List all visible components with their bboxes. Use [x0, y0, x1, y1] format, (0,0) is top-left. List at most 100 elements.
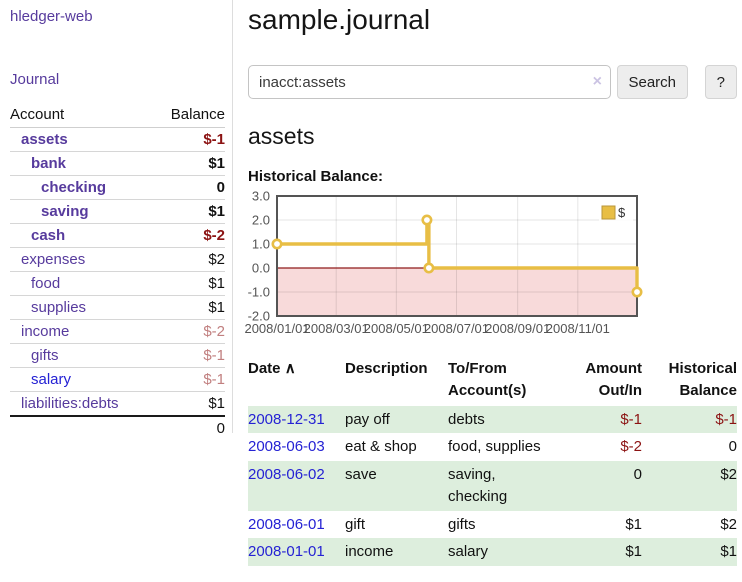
- transaction-date-link[interactable]: 2008-06-02: [248, 466, 325, 483]
- account-link[interactable]: cash: [31, 227, 66, 244]
- transaction-balance: $2: [720, 515, 737, 533]
- transaction-date-link[interactable]: 2008-12-31: [248, 410, 325, 428]
- account-balance: 0: [216, 179, 225, 196]
- account-link[interactable]: assets: [21, 131, 68, 148]
- col-accounts: To/From Account(s): [448, 360, 527, 399]
- account-link[interactable]: checking: [41, 179, 107, 196]
- y-axis-tick-label: -2.0: [248, 309, 270, 324]
- account-row: supplies $1: [10, 295, 225, 320]
- historical-balance-label: Historical Balance:: [248, 168, 384, 185]
- transaction-accounts: saving, checking: [448, 466, 508, 505]
- sort-asc-icon: ∧: [284, 360, 296, 377]
- account-row: bank $1: [10, 151, 225, 176]
- x-axis-tick-label: 2008/09/01: [485, 321, 550, 336]
- search-input[interactable]: [248, 65, 611, 99]
- transaction-description: gift: [345, 515, 366, 533]
- x-axis-tick-label: 2008/05/01: [364, 321, 429, 336]
- help-button[interactable]: ?: [704, 65, 737, 99]
- account-row: expenses $2: [10, 247, 225, 272]
- account-row: salary $-1: [10, 367, 225, 392]
- transaction-row: 2008-12-31 pay off debts $-1 $-1: [248, 405, 737, 434]
- search-input-wrap: ×: [248, 65, 611, 99]
- y-axis-tick-label: 0.0: [252, 261, 270, 276]
- account-row: assets $-1: [10, 128, 225, 152]
- x-axis-tick-label: 2008/11/01: [546, 321, 610, 336]
- account-row: food $1: [10, 271, 225, 296]
- accounts-col-balance: Balance: [170, 106, 225, 123]
- account-balance: $-1: [203, 131, 225, 148]
- sidebar: hledger-web Journal Account Balance asse…: [0, 0, 233, 437]
- transaction-amount: $1: [625, 515, 642, 533]
- col-balance: Historical Balance: [668, 360, 737, 399]
- transaction-amount: $-2: [620, 438, 642, 456]
- accounts-total-value: 0: [216, 419, 225, 437]
- account-balance: $-2: [203, 323, 225, 340]
- transaction-balance: 0: [728, 438, 737, 456]
- account-link[interactable]: gifts: [31, 347, 59, 364]
- account-link[interactable]: liabilities:debts: [21, 394, 119, 412]
- chart-legend: $: [599, 202, 633, 224]
- search-button[interactable]: Search: [617, 65, 688, 99]
- transactions-body: 2008-12-31 pay off debts $-1 $-1 2008-06-03 ea…: [248, 405, 737, 566]
- transaction-accounts: debts: [448, 410, 485, 428]
- accounts-body: assets $-1 bank $1 checking 0 saving $1 cash $-2 e…: [10, 128, 225, 440]
- transaction-amount: 0: [633, 466, 642, 483]
- balance-chart: $3.0 2.0 1.0 0.0 -1.0 -2.0 2008/01/01 2008/03/0…: [244, 189, 737, 341]
- account-link[interactable]: expenses: [21, 251, 86, 268]
- transaction-description: income: [345, 543, 394, 561]
- app-title-link[interactable]: hledger-web: [10, 8, 93, 25]
- transaction-description: eat & shop: [345, 438, 417, 456]
- search-form: × Search ?: [248, 65, 737, 99]
- transaction-description: save: [345, 466, 377, 483]
- transaction-accounts: gifts: [448, 515, 476, 533]
- y-axis-tick-label: 2.0: [252, 213, 270, 228]
- clear-search-icon[interactable]: ×: [592, 73, 602, 90]
- account-balance: $1: [208, 275, 225, 292]
- y-axis-tick-label: 3.0: [252, 189, 270, 204]
- transaction-row: 2008-06-01 gift gifts $1 $2: [248, 511, 737, 539]
- col-date-sort[interactable]: Date ∧: [248, 360, 296, 377]
- transaction-accounts: salary: [448, 543, 489, 561]
- account-row: checking 0: [10, 175, 225, 200]
- account-link[interactable]: saving: [41, 203, 89, 220]
- account-balance: $-1: [203, 347, 225, 364]
- y-axis-tick-label: 1.0: [252, 237, 270, 252]
- transaction-balance: $1: [720, 543, 737, 561]
- account-balance: $1: [208, 155, 225, 172]
- account-balance: $-1: [203, 371, 225, 388]
- transaction-amount: $-1: [620, 410, 642, 428]
- account-link[interactable]: supplies: [31, 299, 87, 316]
- x-axis-tick-label: 2008/07/01: [424, 321, 489, 336]
- account-balance: $1: [208, 299, 225, 316]
- transaction-date-link[interactable]: 2008-01-01: [248, 543, 325, 561]
- transaction-balance: $2: [720, 466, 737, 483]
- accounts-table: Account Balance assets $-1 bank $1 checking 0…: [10, 104, 225, 440]
- account-balance: $2: [208, 251, 225, 268]
- x-axis-tick-label: 2008/03/01: [304, 321, 369, 336]
- page-title: sample.journal: [248, 4, 431, 35]
- transaction-accounts: food, supplies: [448, 438, 541, 456]
- accounts-col-account: Account: [10, 106, 65, 123]
- account-link[interactable]: bank: [31, 155, 67, 172]
- total-spacer: [10, 416, 153, 440]
- transaction-balance: $-1: [715, 410, 737, 428]
- account-balance: $1: [208, 203, 225, 220]
- legend-swatch-icon: [601, 205, 616, 220]
- account-row: saving $1: [10, 199, 225, 224]
- transaction-row: 2008-01-01 income salary $1 $1: [248, 538, 737, 566]
- nav-journal-link[interactable]: Journal: [10, 71, 60, 88]
- transaction-date-link[interactable]: 2008-06-03: [248, 438, 325, 456]
- account-row: liabilities:debts $1: [10, 391, 225, 416]
- transaction-row: 2008-06-03 eat & shop food, supplies $-2 0: [248, 433, 737, 461]
- account-link[interactable]: salary: [31, 371, 72, 388]
- account-heading: assets: [248, 123, 315, 149]
- account-link[interactable]: income: [21, 323, 70, 340]
- account-row: gifts $-1: [10, 343, 225, 368]
- col-amount: Amount Out/In: [585, 360, 642, 399]
- account-link[interactable]: food: [31, 275, 61, 292]
- account-balance: $1: [208, 394, 225, 412]
- col-description: Description: [345, 360, 428, 377]
- accounts-header-row: Account Balance: [10, 104, 225, 128]
- y-axis-tick-label: -1.0: [248, 285, 270, 300]
- transaction-date-link[interactable]: 2008-06-01: [248, 515, 325, 533]
